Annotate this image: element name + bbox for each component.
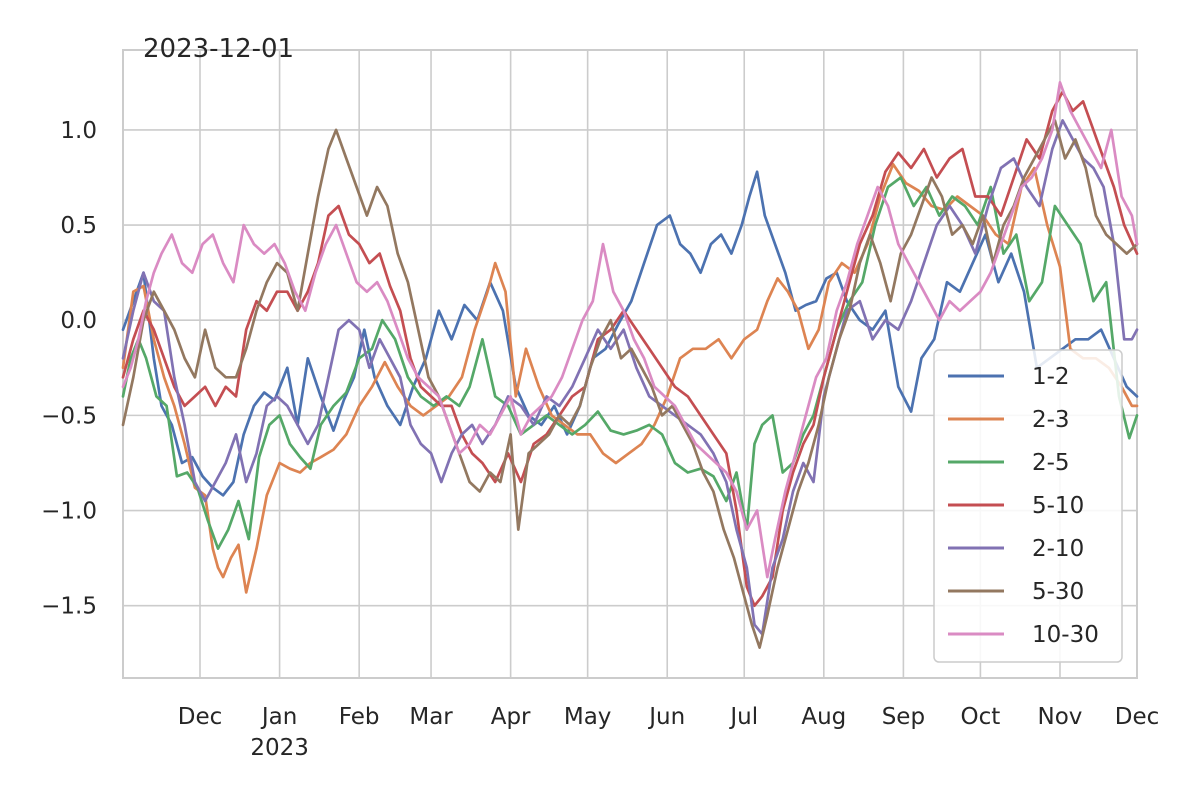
legend-label: 2-10 bbox=[1032, 536, 1084, 562]
series-line-10-30 bbox=[121, 81, 1139, 579]
legend-label: 2-3 bbox=[1032, 407, 1070, 433]
x-tick-label: Oct bbox=[961, 704, 1001, 730]
legend: 1-2 2-3 2-5 5-10 2-10 5-30 10-30 bbox=[933, 349, 1123, 663]
legend-label: 10-30 bbox=[1032, 622, 1099, 648]
legend-label: 1-2 bbox=[1032, 364, 1070, 390]
series-line-2-5 bbox=[121, 176, 1139, 550]
x-tick-label: May bbox=[564, 704, 612, 730]
chart-title: 2023-12-01 bbox=[143, 34, 294, 64]
y-tick-label: 0.0 bbox=[60, 308, 97, 334]
x-tick-label: Sep bbox=[882, 704, 925, 730]
x-tick-label: Aug bbox=[801, 704, 846, 730]
x-tick-label: Jun bbox=[647, 704, 685, 730]
series-line-2-3 bbox=[121, 162, 1139, 594]
y-tick-label: −1.5 bbox=[41, 594, 97, 620]
x-tick-label: Apr bbox=[491, 704, 531, 730]
x-axis: Dec Jan 2023 Feb Mar Apr May Jun Jul Aug Sep Oct Nov… bbox=[178, 704, 1160, 761]
legend-label: 5-10 bbox=[1032, 493, 1084, 519]
series-line-5-10 bbox=[121, 90, 1139, 608]
series-line-5-30 bbox=[121, 119, 1139, 649]
x-tick-label: Jan bbox=[260, 704, 297, 730]
legend-label: 2-5 bbox=[1032, 450, 1070, 476]
y-tick-label: 1.0 bbox=[60, 118, 97, 144]
x-tick-label: Dec bbox=[1115, 704, 1160, 730]
x-tick-label: Nov bbox=[1038, 704, 1083, 730]
y-tick-label: −0.5 bbox=[41, 403, 97, 429]
legend-label: 5-30 bbox=[1032, 579, 1084, 605]
y-tick-label: 0.5 bbox=[60, 213, 97, 239]
x-tick-label: Feb bbox=[339, 704, 380, 730]
y-axis: 1.0 0.5 0.0 −0.5 −1.0 −1.5 bbox=[41, 118, 97, 620]
x-tick-label: Jul bbox=[728, 704, 758, 730]
legend-box bbox=[933, 349, 1123, 663]
x-tick-label: Mar bbox=[409, 704, 453, 730]
series-line-1-2 bbox=[121, 170, 1139, 497]
x-tick-sublabel: 2023 bbox=[250, 735, 309, 761]
x-tick-label: Dec bbox=[178, 704, 223, 730]
series-lines bbox=[121, 81, 1139, 649]
y-tick-label: −1.0 bbox=[41, 499, 97, 525]
